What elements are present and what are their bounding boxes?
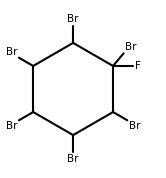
Text: Br: Br [67, 154, 79, 164]
Text: Br: Br [6, 47, 17, 57]
Text: Br: Br [125, 42, 136, 52]
Text: F: F [135, 61, 141, 71]
Text: Br: Br [129, 121, 140, 131]
Text: Br: Br [6, 121, 17, 131]
Text: Br: Br [67, 14, 79, 24]
